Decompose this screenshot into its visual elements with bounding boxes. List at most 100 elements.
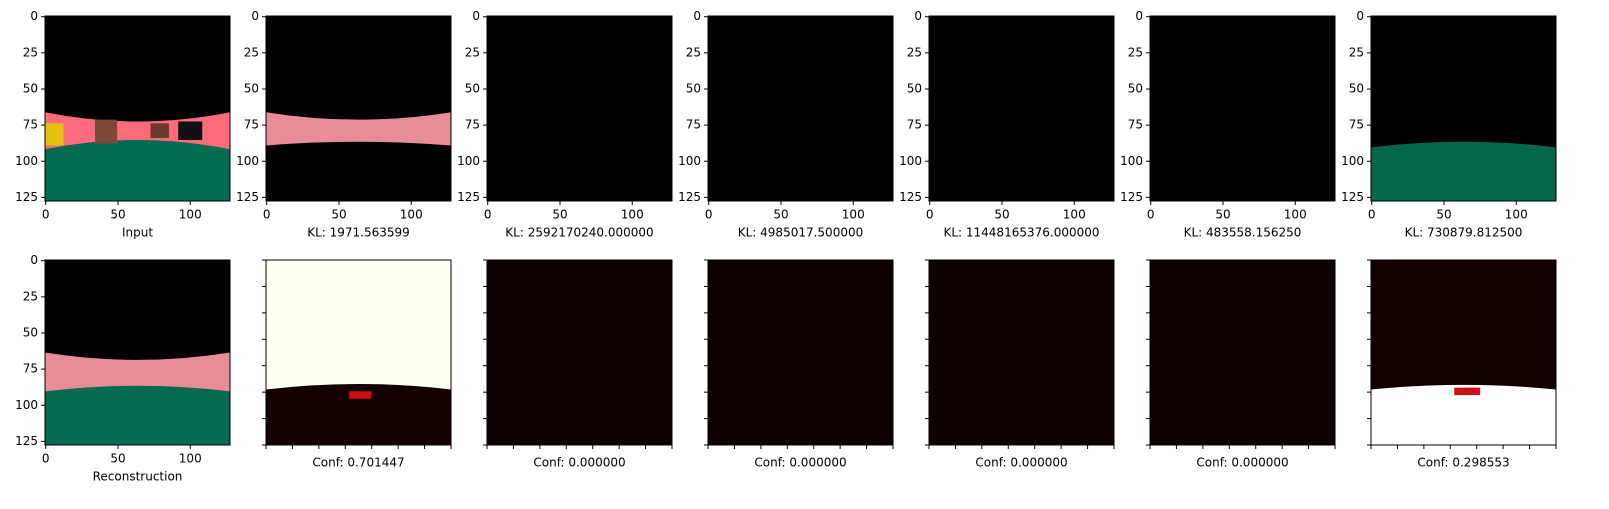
x-tick-label: 0: [1147, 208, 1155, 222]
x-axis-label: Conf: 0.000000: [975, 456, 1067, 470]
y-tick-label: 100: [236, 154, 259, 168]
y-tick-label: 100: [15, 154, 38, 168]
x-tick-label: 0: [1368, 208, 1376, 222]
image-bg: [929, 16, 1114, 201]
y-tick-label: 0: [30, 253, 38, 267]
y-tick-label: 0: [1135, 9, 1143, 23]
y-tick-label: 25: [1128, 45, 1143, 59]
image-bg: [487, 260, 672, 445]
panel: 0 50 100 0 25 50 75 100 125 KL: 4985017.500000: [678, 9, 894, 240]
y-tick-label: 125: [899, 190, 922, 204]
x-axis-label: Input: [122, 226, 153, 240]
axes-frame: [265, 259, 452, 446]
y-tick-label: 125: [1120, 190, 1143, 204]
axes-frame: [1370, 259, 1557, 446]
x-tick-label: 50: [773, 208, 788, 222]
image-object: [178, 121, 203, 140]
axes-frame: [707, 15, 894, 202]
y-tick-label: 50: [244, 81, 259, 95]
x-axis-label: KL: 11448165376.000000: [943, 226, 1099, 240]
y-tick-label: 100: [15, 398, 38, 412]
y-tick-label: 25: [23, 45, 38, 59]
panel: 0 50 100 0 25 50 75 100 125 KL: 1971.563599: [236, 9, 452, 240]
panel: Conf: 0.701447: [262, 259, 452, 470]
y-tick-label: 125: [457, 190, 480, 204]
panel: 0 50 100 0 25 50 75 100 125 Input: [15, 9, 231, 240]
y-tick-label: 25: [1349, 45, 1364, 59]
y-tick-label: 125: [15, 190, 38, 204]
y-tick-label: 0: [914, 9, 922, 23]
y-tick-label: 75: [23, 118, 38, 132]
image-bg: [1150, 16, 1335, 201]
axes-frame: [44, 15, 231, 202]
axes-frame: [265, 15, 452, 202]
image-region: [1371, 141, 1556, 201]
image-hot: [349, 391, 372, 399]
x-tick-label: 100: [1063, 208, 1086, 222]
y-tick-label: 75: [1349, 118, 1364, 132]
panel: Conf: 0.000000: [483, 259, 673, 470]
x-tick-label: 100: [1284, 208, 1307, 222]
y-tick-label: 75: [907, 118, 922, 132]
image-region: [266, 383, 451, 445]
x-tick-label: 0: [42, 208, 50, 222]
image-bg: [487, 16, 672, 201]
y-tick-label: 100: [1120, 154, 1143, 168]
y-tick-label: 75: [686, 118, 701, 132]
x-axis-label: Conf: 0.298553: [1417, 456, 1509, 470]
image-hot: [1454, 387, 1481, 396]
x-tick-label: 0: [263, 208, 271, 222]
panel: 0 50 100 0 25 50 75 100 125 KL: 2592170240.000000: [457, 9, 673, 240]
panel: Conf: 0.298553: [1367, 259, 1557, 470]
image-bg: [929, 260, 1114, 445]
axes-frame: [1370, 15, 1557, 202]
axes-frame: [928, 15, 1115, 202]
y-tick-label: 50: [907, 81, 922, 95]
x-axis-label: Conf: 0.000000: [1196, 456, 1288, 470]
image-region: [1371, 384, 1556, 445]
x-tick-label: 0: [42, 452, 50, 466]
x-tick-label: 100: [179, 452, 202, 466]
axes-frame: [486, 15, 673, 202]
x-tick-label: 100: [179, 208, 202, 222]
y-tick-label: 75: [1128, 118, 1143, 132]
panel: Conf: 0.000000: [925, 259, 1115, 470]
x-tick-label: 100: [842, 208, 865, 222]
x-axis-label: KL: 483558.156250: [1184, 226, 1302, 240]
x-tick-label: 50: [110, 208, 125, 222]
y-tick-label: 0: [693, 9, 701, 23]
axes-frame: [707, 259, 894, 446]
x-tick-label: 50: [1215, 208, 1230, 222]
y-tick-label: 50: [465, 81, 480, 95]
y-tick-label: 100: [899, 154, 922, 168]
x-axis-label: Reconstruction: [93, 470, 183, 484]
y-tick-label: 50: [686, 81, 701, 95]
y-tick-label: 100: [457, 154, 480, 168]
axes-frame: [1149, 15, 1336, 202]
x-axis-label: Conf: 0.000000: [533, 456, 625, 470]
y-tick-label: 0: [472, 9, 480, 23]
x-axis-label: KL: 2592170240.000000: [505, 226, 653, 240]
y-tick-label: 125: [1341, 190, 1364, 204]
image-object: [150, 123, 169, 139]
y-tick-label: 25: [244, 45, 259, 59]
y-tick-label: 50: [23, 325, 38, 339]
x-tick-label: 50: [110, 452, 125, 466]
x-axis-label: KL: 4985017.500000: [738, 226, 863, 240]
x-axis-label: KL: 1971.563599: [307, 226, 410, 240]
y-tick-label: 50: [1128, 81, 1143, 95]
y-tick-label: 0: [251, 9, 259, 23]
y-tick-label: 125: [678, 190, 701, 204]
axes-frame: [928, 259, 1115, 446]
image-bg: [708, 16, 893, 201]
y-tick-label: 25: [907, 45, 922, 59]
y-tick-label: 25: [23, 289, 38, 303]
axes-frame: [1149, 259, 1336, 446]
y-tick-label: 0: [30, 9, 38, 23]
x-tick-label: 0: [705, 208, 713, 222]
y-tick-label: 50: [23, 81, 38, 95]
axes-frame: [44, 259, 231, 446]
x-tick-label: 50: [552, 208, 567, 222]
panel: Conf: 0.000000: [704, 259, 894, 470]
